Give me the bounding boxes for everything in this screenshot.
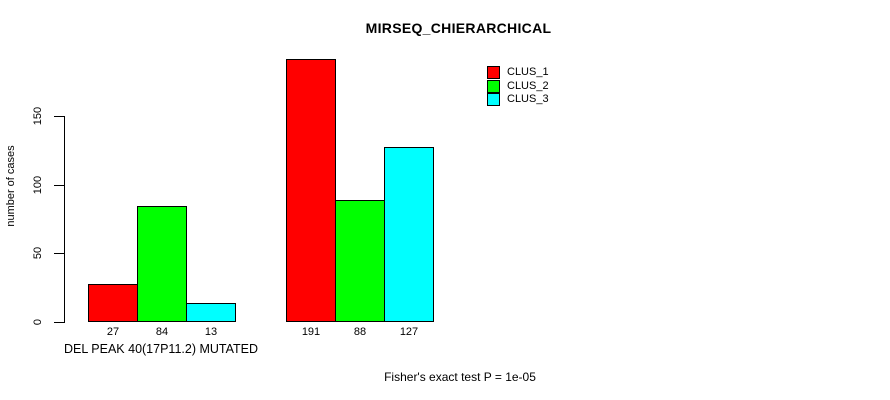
- bar-value-clus_1-group1: 27: [106, 326, 120, 338]
- y-tick-label-50: 50: [32, 246, 44, 260]
- bar-clus_1-group1: [88, 284, 138, 322]
- legend-label-clus_3: CLUS_3: [507, 93, 549, 105]
- y-tick-mark-100: [54, 185, 64, 186]
- x-axis-title: DEL PEAK 40(17P11.2) MUTATED: [63, 342, 259, 356]
- bar-clus_2-group1: [137, 206, 187, 322]
- bar-value-clus_1-group2: 191: [301, 326, 321, 338]
- y-tick-label-100: 100: [32, 175, 44, 195]
- y-tick-mark-0: [54, 322, 64, 323]
- bar-clus_3-group2: [384, 147, 434, 322]
- legend-swatch-clus_2: [487, 79, 500, 93]
- bar-clus_1-group2: [286, 59, 336, 322]
- bar-clus_3-group1: [186, 303, 236, 322]
- annotation-text: Fisher's exact test P = 1e-05: [384, 370, 536, 384]
- bar-value-clus_3-group1: 13: [204, 326, 218, 338]
- legend-label-clus_2: CLUS_2: [507, 79, 549, 92]
- legend-swatch-clus_1: [487, 66, 500, 79]
- legend-label-clus_1: CLUS_1: [507, 66, 549, 78]
- y-tick-label-150: 150: [32, 106, 44, 126]
- y-axis-line: [64, 116, 65, 323]
- bar-value-clus_2-group1: 84: [155, 326, 169, 338]
- chart-title: MIRSEQ_CHIERARCHICAL: [365, 20, 552, 36]
- bar-clus_2-group2: [335, 200, 385, 322]
- y-tick-label-0: 0: [32, 318, 44, 326]
- y-axis-title: number of cases: [5, 145, 17, 227]
- bar-value-clus_3-group2: 127: [399, 326, 419, 338]
- bar-value-clus_2-group2: 88: [353, 326, 367, 338]
- legend-swatch-clus_3: [487, 93, 500, 106]
- y-tick-mark-150: [54, 116, 64, 117]
- y-tick-mark-50: [54, 253, 64, 254]
